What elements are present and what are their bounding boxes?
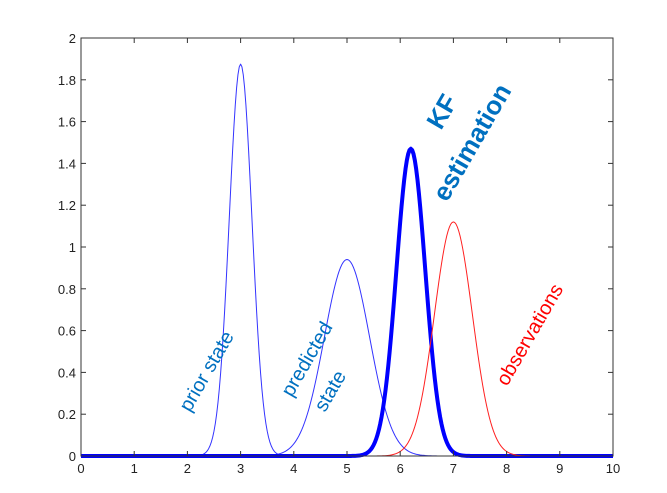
series-predicted-state-line — [81, 259, 613, 457]
x-tick-label: 5 — [343, 461, 350, 476]
series-prior-state-line — [81, 63, 613, 457]
y-tick-label: 1 — [69, 240, 76, 255]
y-tick-label: 0.6 — [58, 324, 76, 339]
annotation-kf: KF — [420, 89, 463, 134]
y-tick-label: 2 — [69, 31, 76, 46]
annotation-observations: observations — [492, 280, 568, 389]
x-tick-label: 4 — [290, 461, 297, 476]
x-tick-label: 10 — [606, 461, 620, 476]
y-axis: 0 0.2 0.4 0.6 0.8 1 1.2 1.4 1.6 1.8 2 — [58, 31, 613, 464]
curves-group — [80, 63, 614, 458]
y-tick-label: 1.4 — [58, 156, 76, 171]
x-tick-label: 6 — [397, 461, 404, 476]
series-kf-estimation-line — [80, 146, 614, 458]
annotation-state: state — [310, 367, 351, 416]
x-axis: 0 1 2 3 4 5 6 7 8 9 10 — [77, 38, 620, 476]
x-tick-label: 2 — [184, 461, 191, 476]
y-tick-label: 0.4 — [58, 365, 76, 380]
plot-area-frame — [80, 37, 614, 457]
x-tick-label: 3 — [237, 461, 244, 476]
y-tick-label: 1.6 — [58, 115, 76, 130]
x-tick-label: 9 — [556, 461, 563, 476]
y-tick-label: 0 — [69, 449, 76, 464]
y-tick-label: 0.2 — [58, 407, 76, 422]
x-tick-label: 7 — [450, 461, 457, 476]
x-tick-label: 8 — [503, 461, 510, 476]
x-tick-label: 0 — [77, 461, 84, 476]
x-tick-label: 1 — [131, 461, 138, 476]
annotation-prior-state: prior state — [175, 327, 239, 415]
y-tick-label: 1.8 — [58, 73, 76, 88]
y-tick-label: 0.8 — [58, 282, 76, 297]
y-tick-label: 1.2 — [58, 198, 76, 213]
